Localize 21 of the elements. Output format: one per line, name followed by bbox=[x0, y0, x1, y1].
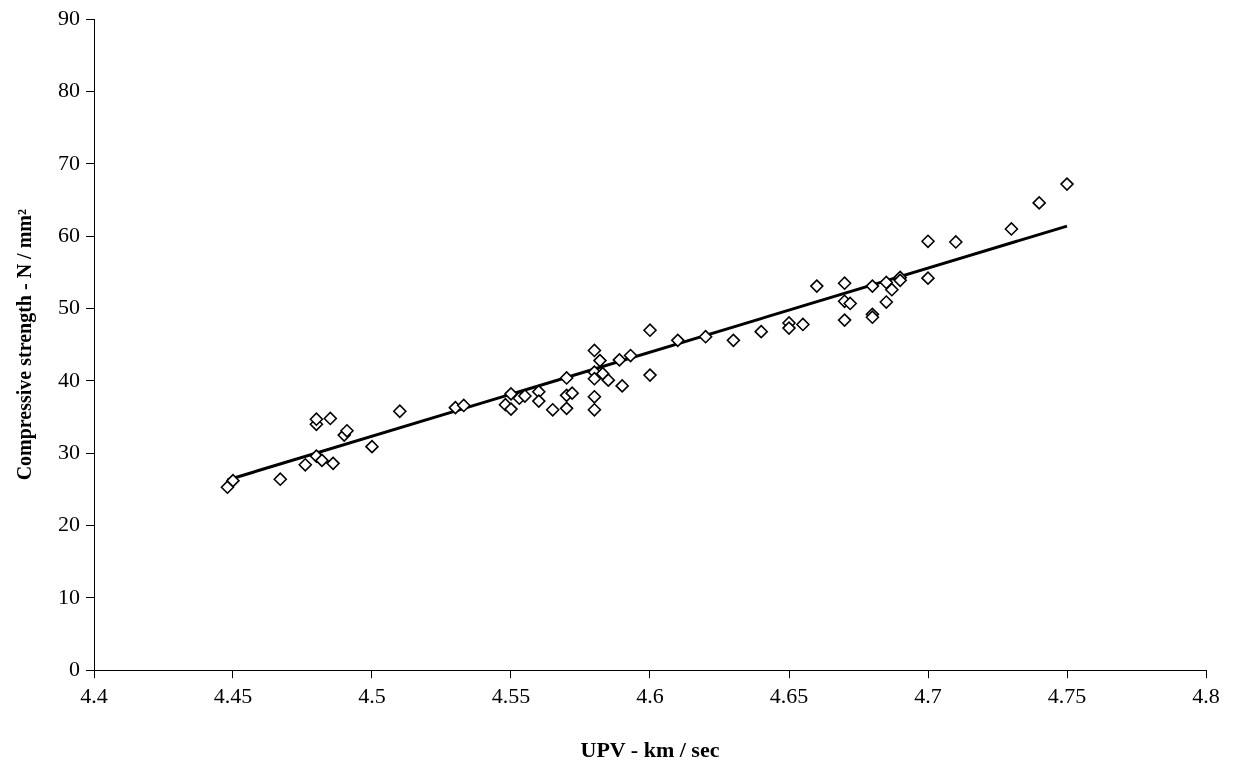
x-tick-label: 4.4 bbox=[80, 683, 108, 709]
y-tick-label: 20 bbox=[58, 511, 80, 537]
y-tick-label: 60 bbox=[58, 221, 80, 247]
y-tick-label: 30 bbox=[58, 438, 80, 464]
x-tick-label: 4.8 bbox=[1192, 683, 1220, 709]
y-tick-label: 50 bbox=[58, 294, 80, 320]
x-tick-label: 4.55 bbox=[491, 683, 531, 709]
x-tick-label: 4.7 bbox=[914, 683, 942, 709]
x-axis-title: UPV - km / sec bbox=[580, 737, 720, 763]
y-tick-label: 10 bbox=[58, 583, 80, 609]
y-tick-label: 0 bbox=[69, 655, 80, 681]
y-tick-label: 70 bbox=[58, 149, 80, 175]
y-tick-label: 80 bbox=[58, 77, 80, 103]
x-tick-label: 4.45 bbox=[213, 683, 253, 709]
y-tick-label: 40 bbox=[58, 366, 80, 392]
x-tick-label: 4.75 bbox=[1047, 683, 1087, 709]
y-axis-title: Compressive strength - N / mm² bbox=[13, 209, 37, 481]
x-tick-label: 4.6 bbox=[636, 683, 664, 709]
y-tick-label: 90 bbox=[58, 4, 80, 30]
x-tick-label: 4.65 bbox=[769, 683, 809, 709]
x-tick-label: 4.5 bbox=[358, 683, 386, 709]
